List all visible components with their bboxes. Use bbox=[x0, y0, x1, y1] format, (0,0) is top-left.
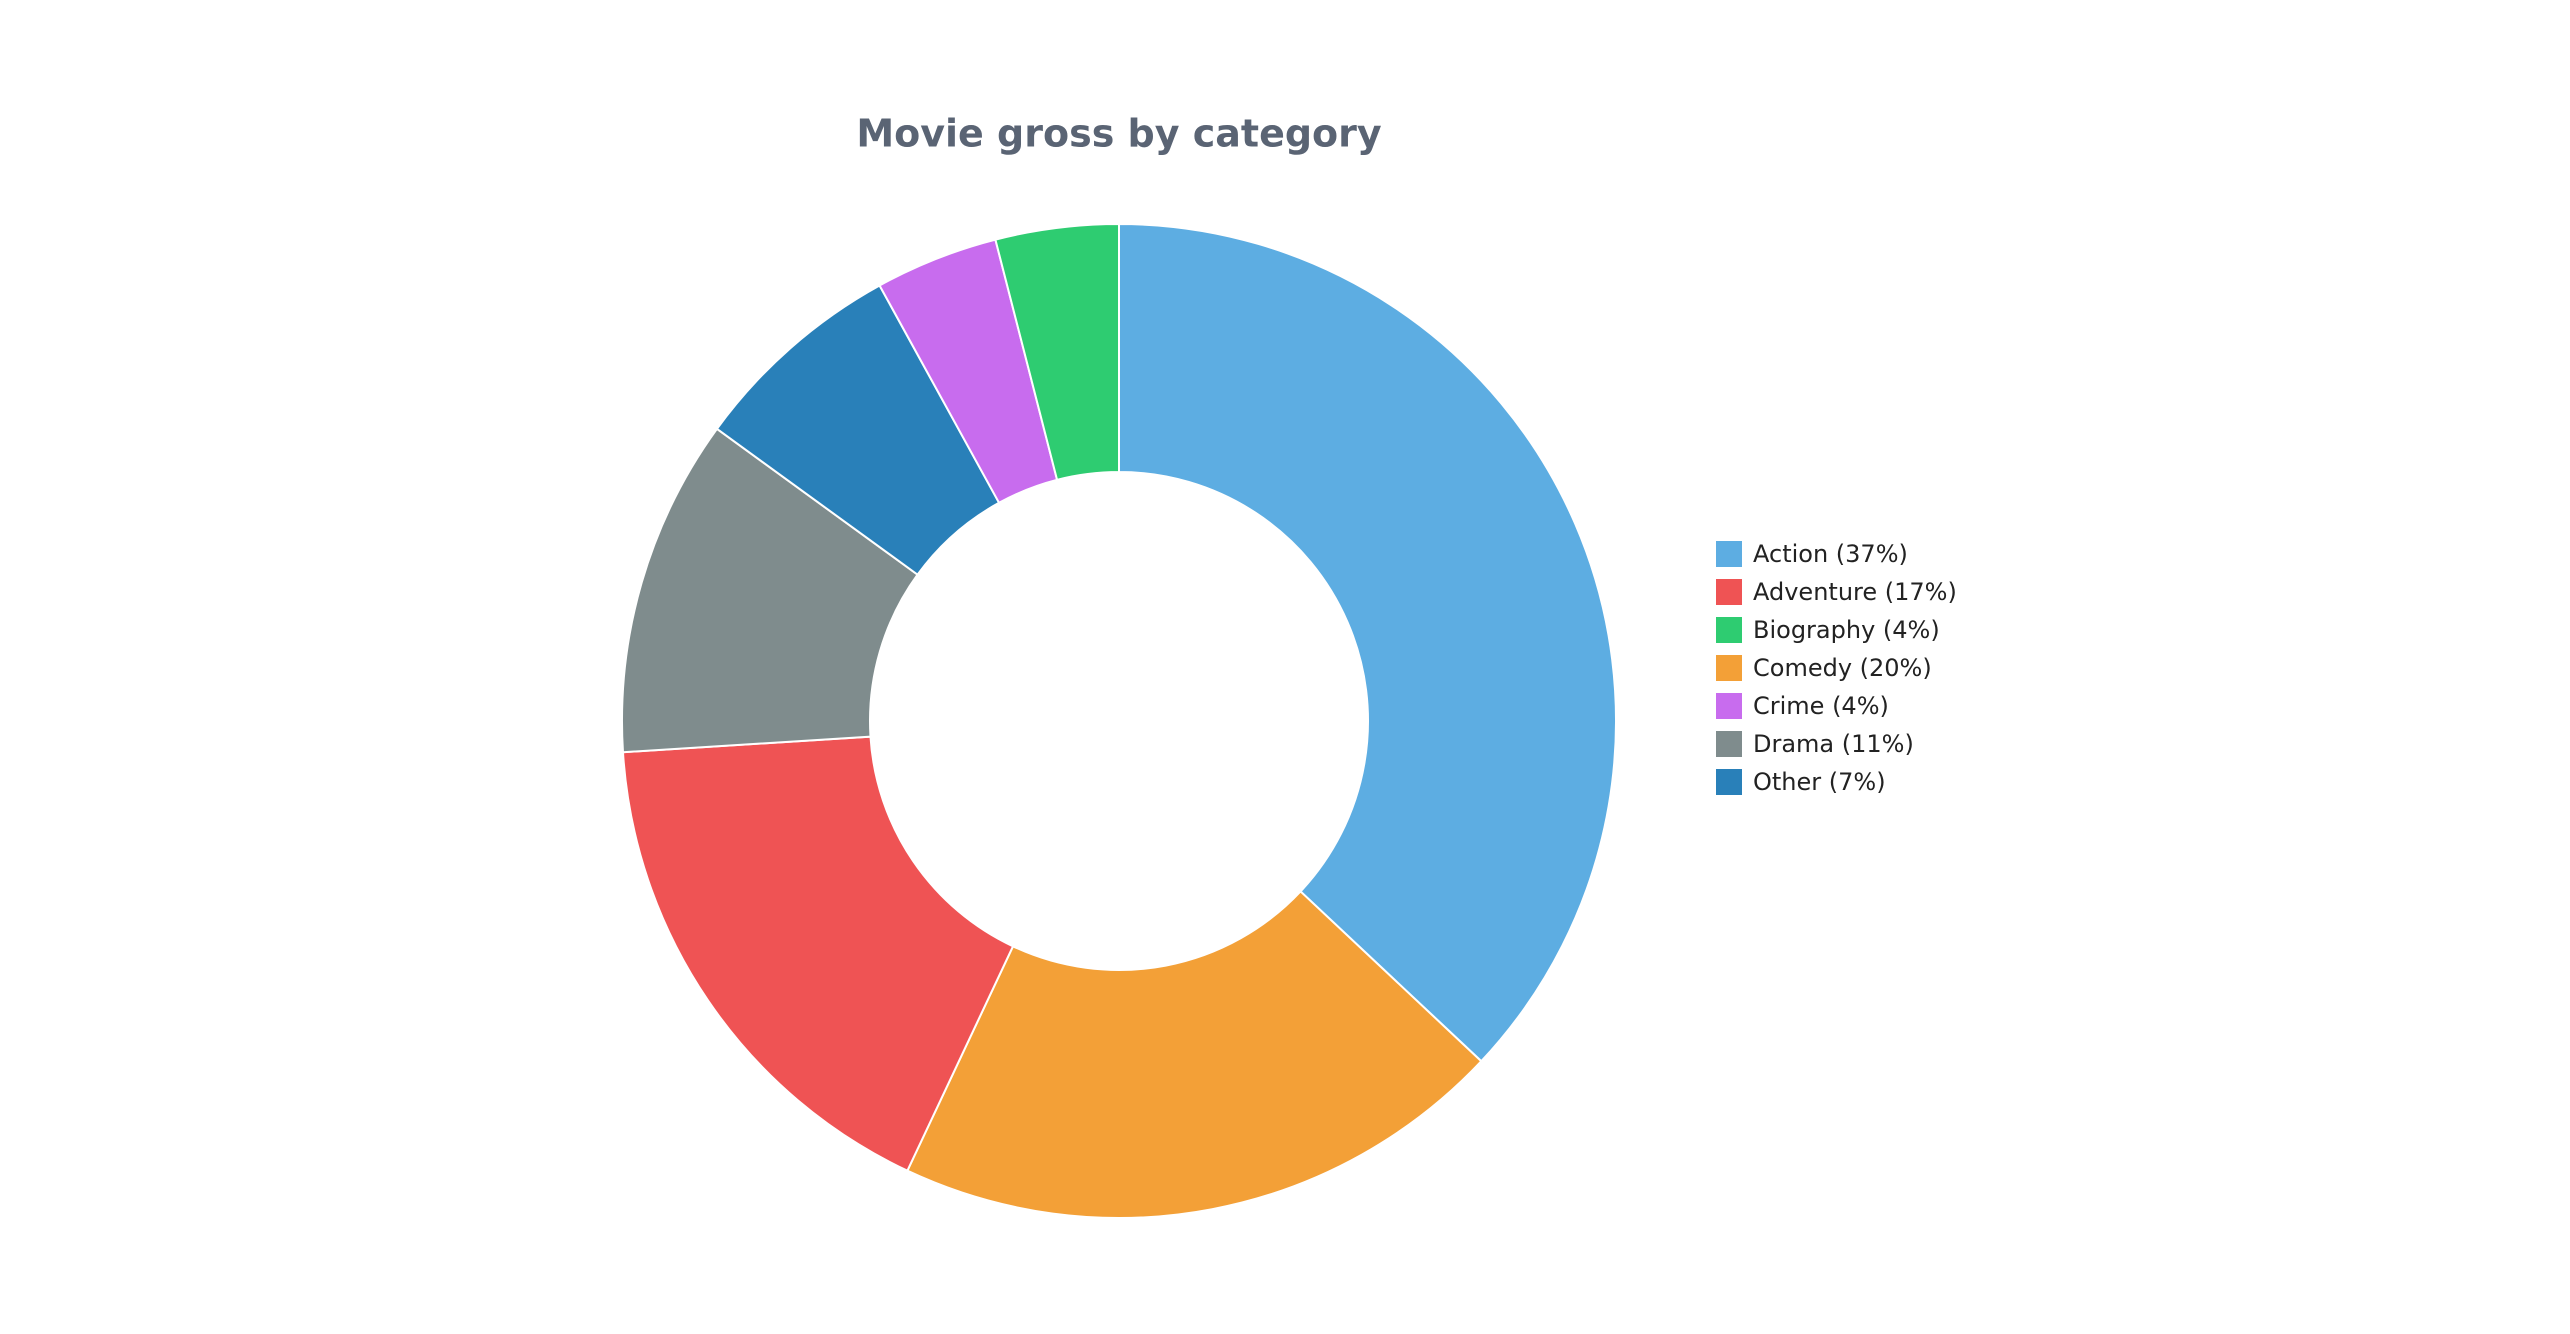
legend-label: Adventure (17%) bbox=[1753, 578, 1957, 606]
chart-title: Movie gross by category bbox=[856, 112, 1382, 156]
legend-swatch bbox=[1716, 617, 1742, 643]
legend-label: Action (37%) bbox=[1753, 540, 1908, 568]
legend-label: Drama (11%) bbox=[1753, 730, 1914, 758]
donut-slice bbox=[621, 735, 1015, 1173]
legend-swatch bbox=[1716, 541, 1742, 567]
legend-label: Comedy (20%) bbox=[1753, 654, 1932, 682]
legend-label: Other (7%) bbox=[1753, 768, 1886, 796]
legend-swatch bbox=[1716, 693, 1742, 719]
donut-slice bbox=[621, 427, 919, 754]
legend-label: Crime (4%) bbox=[1753, 692, 1889, 720]
legend-swatch bbox=[1716, 655, 1742, 681]
legend-label: Biography (4%) bbox=[1753, 616, 1940, 644]
donut-slice bbox=[1118, 222, 1617, 1063]
legend-swatch bbox=[1716, 731, 1742, 757]
legend-swatch bbox=[1716, 579, 1742, 605]
donut-slice bbox=[994, 222, 1120, 482]
legend-swatch bbox=[1716, 769, 1742, 795]
donut-slice bbox=[906, 890, 1483, 1219]
